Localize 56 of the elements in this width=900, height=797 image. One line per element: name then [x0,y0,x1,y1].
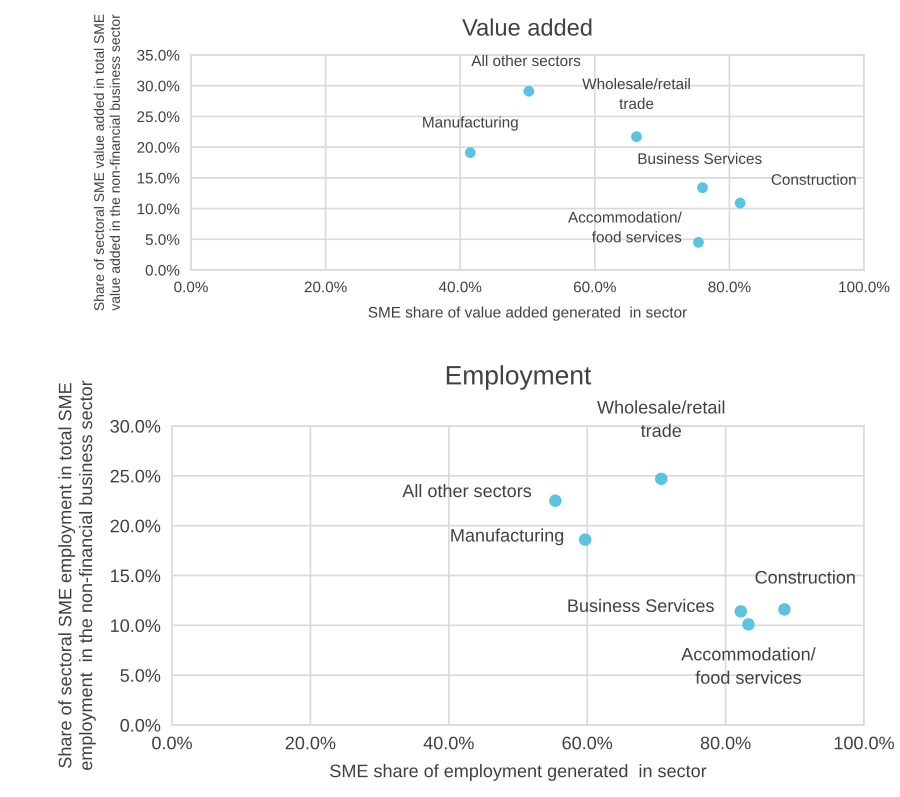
y-axis-title: Share of sectoral SME value added in total SME value added in the non-financial business sector [94,14,120,311]
x-tick-label: 40.0% [438,282,482,292]
x-tick-label: 80.0% [700,736,751,750]
point [778,603,791,616]
y-tick-label: 25.0% [110,470,160,483]
annotation: Business Services [638,152,762,164]
annotation: Wholesale/retail trade [582,78,690,110]
y-tick-label: 0.0% [120,718,160,732]
annotation: All other sectors [402,484,532,498]
y-tick-label: 5.0% [146,234,180,245]
y-tick-label: 0.0% [146,264,180,276]
x-tick-label: 80.0% [708,282,751,292]
y-tick-label: 30.0% [110,420,160,433]
x-tick-label: 0.0% [174,282,208,292]
annotation: Wholesale/retail trade [597,400,724,438]
x-tick-label: 20.0% [286,736,336,750]
y-tick-label: 15.0% [111,569,160,582]
y-tick-label: 35.0% [137,50,180,61]
x-axis-title: SME share of employment generated in sector [330,764,706,781]
point [734,198,746,208]
y-tick-label: 10.0% [138,203,180,214]
y-tick-label: 20.0% [110,520,160,532]
x-tick-label: 40.0% [424,736,474,750]
y-tick-label: 15.0% [138,172,180,184]
annotation: Accommodation/ food services [681,647,816,684]
x-axis-title: SME share of value added generated in sector [368,306,687,321]
point [734,605,748,618]
chart-title: Value added [462,18,592,36]
x-tick-label: 20.0% [304,282,347,292]
y-tick-label: 5.0% [120,669,160,682]
point [523,86,534,97]
y-axis-title: Share of sectoral SME employment in total SME employment in the non-financial business sector [58,380,96,770]
y-tick-label: 30.0% [137,80,180,92]
point [693,236,704,248]
y-tick-label: 25.0% [137,111,180,122]
point [578,533,592,546]
x-tick-label: 100.0% [839,282,890,292]
annotation: Manufacturing [423,116,518,131]
x-tick-label: 60.0% [574,282,616,292]
chart-title: Employment [446,365,592,390]
y-tick-label: 10.0% [111,619,160,632]
annotation: Construction [772,174,856,185]
annotation: Construction [755,570,855,584]
annotation: All other sectors [471,54,580,66]
annotation: Business Services [568,598,714,612]
annotation: Accommodation/ food services [568,211,682,242]
point [631,131,642,142]
point [697,182,708,194]
annotation: Manufacturing [451,528,564,546]
x-tick-label: 100.0% [834,736,894,750]
point [742,618,755,631]
y-tick-label: 20.0% [137,142,180,153]
point [655,472,668,486]
point [464,147,476,158]
x-tick-label: 60.0% [562,736,612,750]
point [549,494,562,507]
